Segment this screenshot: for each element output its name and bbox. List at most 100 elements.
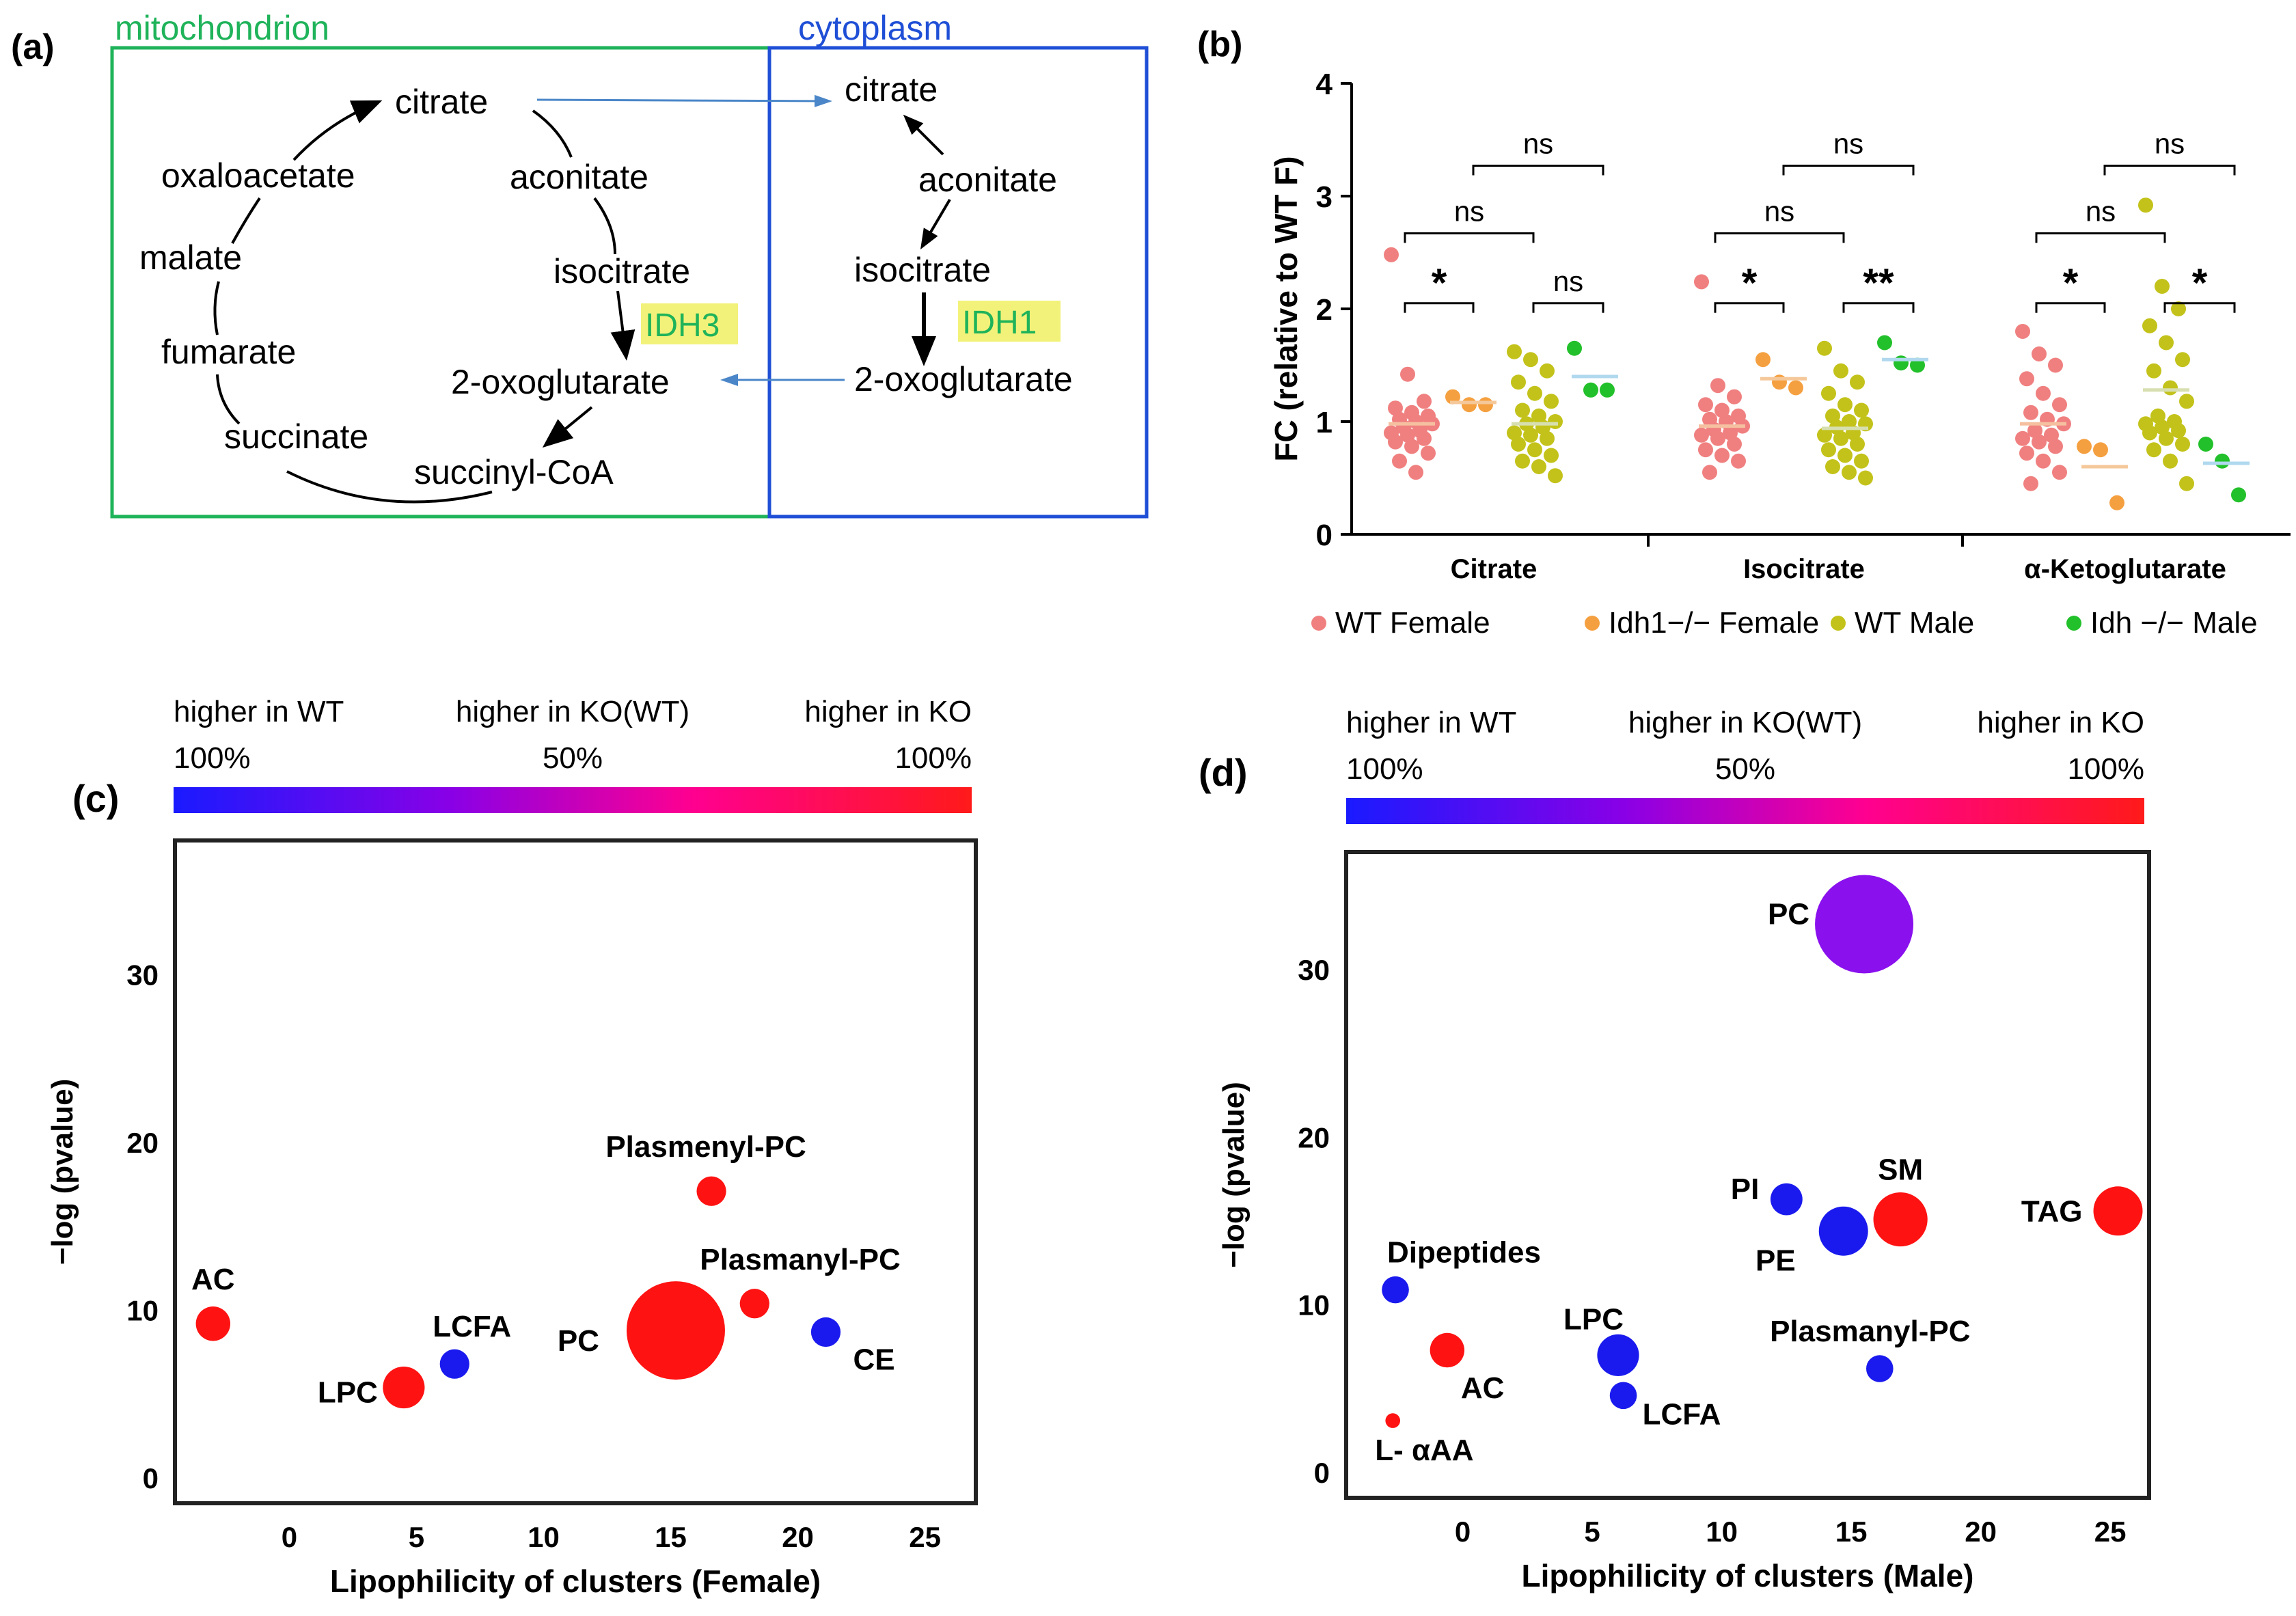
panel-a-label: (a): [11, 27, 55, 67]
b-point: [1694, 427, 1709, 443]
b-point: [2146, 442, 2161, 458]
b-sig-bracket: [1472, 164, 1604, 176]
d-colorbar-right-pct: 100%: [2067, 752, 2144, 786]
c-colorbar-right-label: higher in KO: [804, 695, 972, 728]
b-point: [1511, 374, 1526, 390]
arc-succinylcoa-succinate: [286, 470, 493, 504]
d-bubble-label: PC: [1768, 898, 1809, 931]
d-y-axis-label: −log (pvalue): [1217, 1082, 1250, 1268]
b-point: [1727, 389, 1742, 405]
idh3-highlight: [641, 303, 738, 344]
b-point: [2019, 446, 2034, 461]
c-bubble-label: CE: [853, 1343, 894, 1377]
c-xtick-label: 15: [655, 1521, 687, 1553]
b-ytick-label: 2: [1316, 293, 1332, 327]
c-xtick-label: 20: [782, 1521, 814, 1553]
d-ytick-label: 20: [1298, 1121, 1330, 1153]
b-point: [1600, 382, 1615, 398]
d-ytick-label: 30: [1298, 954, 1330, 986]
b-point: [2032, 434, 2047, 450]
b-point: [2171, 301, 2186, 316]
b-point: [1698, 442, 1713, 458]
panel-b: (b) 0 1 2 3 4 FC (relative to WT F) Citrate Iso…: [1197, 25, 2291, 640]
cyto-citrate: citrate: [845, 70, 938, 109]
b-point: [1583, 382, 1598, 398]
b-point: [1384, 247, 1399, 262]
b-sig-label: ns: [1553, 265, 1583, 297]
b-point: [1515, 402, 1530, 418]
mito-fumarate: fumarate: [161, 333, 296, 371]
d-colorbar-right-label: higher in KO: [1977, 706, 2144, 739]
d-bubble: [1873, 1192, 1928, 1247]
c-ytick-label: 0: [143, 1462, 159, 1494]
d-x-axis-label: Lipophilicity of clusters (Male): [1522, 1558, 1974, 1593]
b-point: [1408, 465, 1423, 480]
b-point: [1388, 400, 1403, 416]
b-point: [1817, 340, 1832, 356]
idh3-label: IDH3: [645, 307, 720, 344]
b-point: [1714, 402, 1730, 418]
panel-a: (a) mitochondrion cytoplasm citrate acon…: [11, 9, 1149, 519]
d-bubble-label: PE: [1755, 1244, 1796, 1278]
c-bubble: [195, 1306, 231, 1341]
b-point: [1910, 357, 1925, 373]
b-point: [1833, 430, 1848, 446]
b-point: [1698, 397, 1713, 413]
arc-succinate-fumarate: [216, 374, 241, 425]
b-sig-bracket: [2163, 302, 2236, 313]
b-y-axis-label: FC (relative to WT F): [1268, 156, 1304, 461]
b-sig-label: ns: [1523, 127, 1553, 159]
b-sig-bracket: [1532, 302, 1604, 313]
b-point: [2023, 476, 2038, 491]
cytoplasm-box: [767, 46, 1149, 519]
panel-d: (d) higher in WT higher in KO(WT) higher i…: [1199, 706, 2151, 1593]
b-point: [1877, 335, 1892, 351]
c-colorbar-right-pct: 100%: [894, 741, 972, 775]
b-sig-label: ns: [2086, 195, 2116, 227]
c-bubble: [626, 1281, 725, 1380]
c-bubble-label: LCFA: [433, 1310, 511, 1343]
b-point: [1714, 448, 1730, 463]
d-bubble-label: TAG: [2021, 1194, 2083, 1228]
d-bubble: [1385, 1413, 1401, 1428]
b-point: [1400, 427, 1415, 443]
b-point: [1854, 453, 1869, 469]
b-point: [1388, 434, 1403, 450]
b-point: [1523, 352, 1538, 368]
b-sig-label: ns: [1833, 127, 1863, 159]
b-legend-marker: [2066, 616, 2081, 631]
b-point: [2179, 394, 2194, 409]
c-bubble: [739, 1289, 769, 1319]
b-point: [2015, 430, 2030, 446]
b-sig-label: ns: [2155, 127, 2185, 159]
b-point: [1755, 352, 1771, 368]
b-ytick-label: 3: [1316, 180, 1332, 214]
b-point: [1478, 397, 1493, 413]
d-colorbar-mid-pct: 50%: [1715, 752, 1775, 786]
panel-d-label: (d): [1199, 751, 1248, 794]
b-ytick-label: 0: [1316, 519, 1332, 552]
d-xtick-label: 5: [1584, 1516, 1600, 1548]
mito-malate: malate: [139, 238, 242, 277]
b-sig-label: ns: [1764, 195, 1794, 227]
b-sig-bracket: [2103, 164, 2236, 176]
b-point: [1544, 394, 1559, 409]
panel-c-label: (c): [72, 777, 119, 820]
mito-aconitate: aconitate: [510, 158, 648, 196]
arc-fumarate-malate: [213, 281, 220, 335]
mito-succinate: succinate: [224, 417, 368, 456]
c-colorbar-mid-label: higher in KO(WT): [456, 695, 689, 728]
b-point: [1821, 442, 1836, 458]
b-point: [2142, 425, 2157, 441]
b-point: [2159, 335, 2174, 351]
c-ytick-label: 10: [126, 1295, 159, 1327]
arc-citrate-aconitate: [532, 109, 573, 158]
b-sig-label: *: [2063, 261, 2079, 305]
b-point: [1523, 427, 1538, 443]
b-point: [1850, 437, 1865, 452]
b-point: [1527, 442, 1542, 458]
b-point: [2175, 352, 2190, 368]
c-colorbar-mid-pct: 50%: [543, 741, 603, 775]
b-point: [1710, 378, 1725, 394]
b-point: [1417, 430, 1432, 446]
